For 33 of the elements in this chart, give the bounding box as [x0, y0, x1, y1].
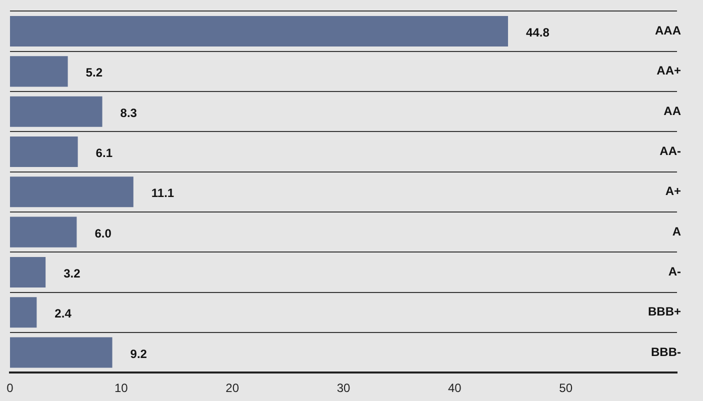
x-tick-label: 30: [336, 381, 350, 396]
bar: [10, 337, 112, 368]
data-label: 44.8: [526, 26, 550, 40]
y-tick-label: AA+: [656, 64, 681, 78]
y-tick-label: A-: [668, 264, 681, 279]
y-tick-label: AAA: [655, 24, 682, 38]
bar: [10, 297, 37, 328]
bar: [10, 16, 508, 47]
y-tick-label: AA: [664, 104, 682, 118]
data-label: 11.1: [151, 186, 174, 200]
bar: [10, 176, 134, 208]
data-label: 6.1: [96, 146, 113, 160]
x-tick-label: 20: [226, 381, 240, 396]
x-tick-label: 40: [448, 381, 462, 396]
data-label: 6.0: [94, 226, 112, 240]
y-tick-label: BBB-: [651, 344, 681, 359]
y-tick-label: A: [672, 224, 682, 238]
data-label: 5.2: [86, 66, 103, 80]
bar: [10, 56, 68, 87]
x-tick-label: 0: [6, 381, 14, 396]
data-label: 8.3: [120, 106, 138, 120]
data-label: 2.4: [54, 306, 72, 321]
bar: [10, 96, 102, 127]
y-tick-label: BBB+: [648, 304, 681, 319]
data-label: 9.2: [130, 346, 148, 361]
bar: [10, 256, 46, 288]
y-tick-label: A+: [665, 184, 681, 198]
bar: [10, 216, 77, 248]
bar: [10, 136, 78, 168]
y-tick-label: AA-: [660, 144, 682, 158]
x-tick-label: 10: [114, 381, 128, 396]
data-label: 3.2: [64, 266, 81, 281]
x-tick-label: 50: [559, 381, 573, 396]
